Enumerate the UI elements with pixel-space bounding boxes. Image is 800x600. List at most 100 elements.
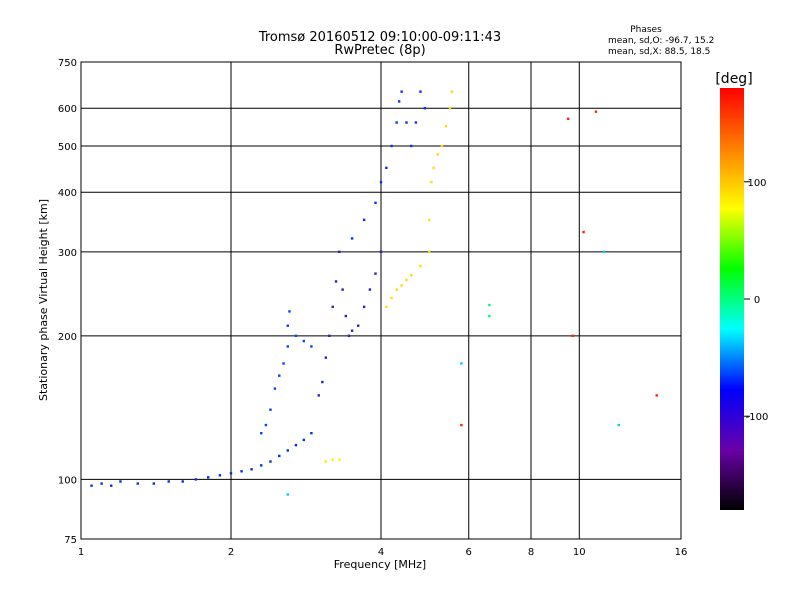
colorbar-tick-label: 100 (747, 178, 766, 189)
data-point (321, 380, 324, 384)
data-point (405, 121, 408, 124)
y-tick-label: 750 (58, 58, 77, 69)
data-point (460, 423, 463, 427)
data-point (310, 345, 313, 348)
x-tick-label: 2 (228, 547, 234, 558)
colorbar-tick-label: 0 (754, 295, 760, 306)
y-tick-label: 500 (58, 142, 77, 153)
colorbar-tick-label: -100 (746, 412, 769, 423)
data-point (444, 125, 448, 128)
data-point (278, 454, 281, 458)
y-tick-label: 100 (58, 475, 77, 486)
data-point (350, 237, 354, 240)
data-point (324, 356, 328, 359)
data-point (374, 272, 377, 275)
data-point (194, 478, 198, 481)
data-point (374, 201, 377, 205)
data-point (278, 374, 281, 377)
data-point (286, 345, 289, 348)
x-tick-labels: 1 2 4 6 8 10 16 (78, 547, 688, 558)
data-point (317, 394, 320, 397)
data-point (430, 180, 433, 184)
data-point (334, 280, 338, 283)
data-point (460, 362, 463, 365)
data-point (440, 144, 444, 148)
data-point (390, 296, 393, 300)
data-point (119, 480, 122, 483)
data-point (294, 443, 298, 447)
data-point (405, 278, 408, 282)
x-tick-label: 10 (573, 547, 586, 558)
data-point (362, 218, 366, 222)
x-tick-label: 8 (528, 547, 534, 558)
data-point (260, 431, 263, 435)
data-point (302, 339, 306, 343)
data-point (582, 230, 585, 234)
data-point (294, 334, 298, 338)
stats-heading: Phases (630, 25, 662, 35)
data-point (379, 250, 383, 254)
colorbar: [deg] 100 0 -100 (715, 71, 768, 510)
data-point (288, 310, 291, 313)
data-point (350, 329, 354, 332)
data-point (410, 273, 413, 277)
data-point (419, 264, 422, 268)
data-point (432, 166, 435, 170)
x-tick-label: 4 (378, 547, 384, 558)
data-point (206, 476, 210, 479)
data-point (423, 107, 427, 110)
stats-line-o: mean, sd,O: -96.7, 15.2 (608, 36, 714, 46)
data-point (450, 90, 454, 93)
data-point (324, 460, 328, 463)
x-tick-label: 1 (78, 547, 84, 558)
stats-line-x: mean, sd,X: 88.5, 18.5 (608, 47, 710, 57)
data-points (90, 90, 658, 496)
data-point (362, 305, 366, 309)
data-point (566, 117, 570, 121)
data-point (167, 480, 170, 483)
data-point (448, 107, 452, 110)
data-point (347, 334, 351, 338)
data-point (269, 460, 272, 463)
data-point (90, 484, 93, 487)
data-point (571, 334, 574, 338)
data-point (436, 153, 439, 156)
colorbar-gradient (720, 88, 744, 510)
data-point (488, 303, 491, 307)
x-axis-label: Frequency [MHz] (334, 558, 426, 571)
data-point (617, 423, 620, 427)
data-point (152, 482, 156, 485)
data-point (410, 144, 413, 148)
data-point (286, 449, 289, 452)
data-point (331, 305, 334, 309)
data-point (273, 387, 277, 390)
x-tick-label: 16 (675, 547, 688, 558)
data-point (594, 110, 598, 113)
y-tick-label: 400 (58, 188, 77, 199)
data-point (368, 288, 372, 291)
data-point (218, 474, 222, 477)
data-point (428, 250, 431, 254)
data-point (110, 484, 113, 487)
data-point (286, 324, 289, 327)
data-point (395, 288, 398, 291)
data-point (136, 482, 139, 485)
data-point (428, 218, 431, 222)
y-tick-labels: 75 100 200 300 400 500 600 750 (58, 58, 77, 546)
data-point (250, 468, 253, 471)
y-tick-label: 75 (64, 535, 77, 546)
data-point (286, 493, 289, 496)
data-point (385, 305, 388, 309)
colorbar-tick-labels: 100 0 -100 (744, 178, 768, 423)
data-point (655, 394, 658, 397)
chart-subtitle: RwPretec (8p) (334, 43, 425, 58)
data-point (344, 314, 348, 318)
data-point (414, 121, 418, 124)
data-point (488, 314, 491, 318)
x-tick-label: 6 (466, 547, 472, 558)
data-point (385, 166, 388, 170)
data-point (302, 438, 306, 442)
data-point (100, 482, 103, 485)
data-point (395, 121, 398, 124)
